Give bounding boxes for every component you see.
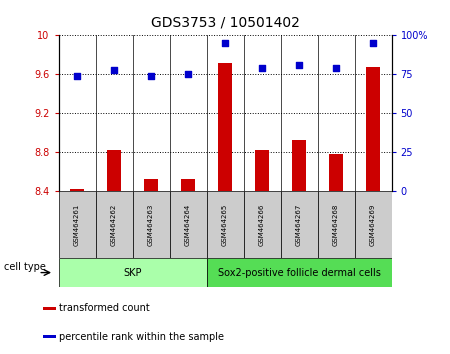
Bar	[207, 258, 392, 287]
Bar	[180, 178, 195, 191]
Text: GSM464264: GSM464264	[185, 204, 191, 246]
Bar	[218, 63, 232, 191]
Text: GSM464262: GSM464262	[111, 204, 117, 246]
Bar	[243, 191, 280, 258]
Text: GSM464261: GSM464261	[74, 204, 80, 246]
Bar	[132, 191, 170, 258]
Point	[221, 40, 229, 46]
Bar	[58, 258, 207, 287]
Point	[258, 65, 265, 71]
Bar	[355, 191, 392, 258]
Bar	[43, 335, 55, 338]
Point	[333, 65, 340, 71]
Bar	[107, 150, 122, 191]
Point	[110, 67, 117, 73]
Text: GSM464266: GSM464266	[259, 204, 265, 246]
Point	[148, 73, 155, 79]
Bar	[365, 67, 380, 191]
Text: GDS3753 / 10501402: GDS3753 / 10501402	[151, 16, 299, 30]
Point	[73, 73, 81, 79]
Text: transformed count: transformed count	[59, 303, 150, 313]
Text: SKP: SKP	[123, 268, 142, 278]
Bar	[292, 139, 306, 191]
Bar	[95, 191, 132, 258]
Bar	[255, 150, 270, 191]
Text: GSM464267: GSM464267	[296, 204, 302, 246]
Text: cell type: cell type	[4, 262, 46, 272]
Bar	[280, 191, 318, 258]
Bar	[144, 179, 158, 191]
Text: GSM464269: GSM464269	[370, 204, 376, 246]
Bar	[328, 154, 343, 191]
Bar	[43, 307, 55, 310]
Text: GSM464263: GSM464263	[148, 204, 154, 246]
Bar	[207, 191, 243, 258]
Text: GSM464265: GSM464265	[222, 204, 228, 246]
Bar	[58, 191, 95, 258]
Point	[184, 72, 192, 77]
Text: percentile rank within the sample: percentile rank within the sample	[59, 332, 224, 342]
Bar	[70, 189, 85, 191]
Text: GSM464268: GSM464268	[333, 204, 339, 246]
Bar	[170, 191, 207, 258]
Bar	[318, 191, 355, 258]
Point	[369, 40, 377, 46]
Text: Sox2-positive follicle dermal cells: Sox2-positive follicle dermal cells	[217, 268, 380, 278]
Point	[295, 62, 302, 68]
